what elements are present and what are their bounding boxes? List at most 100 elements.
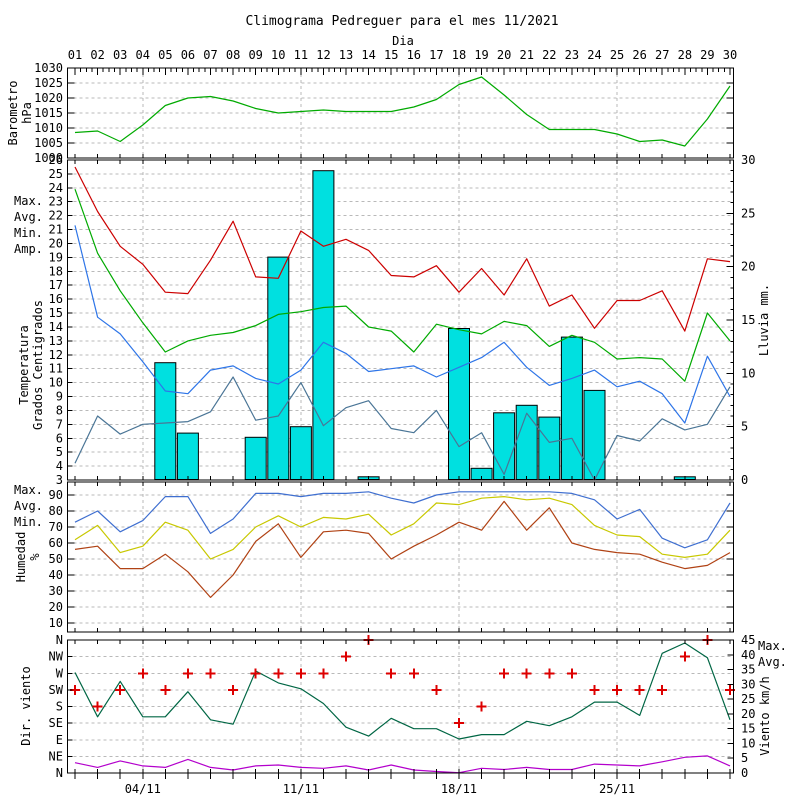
temperature-tick-label: 4 (56, 459, 63, 473)
humidity-tick-label: 90 (49, 488, 63, 502)
humidity-legend-min: Min. (14, 515, 43, 529)
rain-tick-label: 30 (741, 153, 755, 167)
wind-legend-max: Max. (758, 639, 787, 653)
wind-direction-marker (205, 668, 216, 679)
wind-speed-axis-label: Viento km/h (758, 676, 772, 755)
chart-title: Climograma Pedreguer para el mes 11/2021 (245, 14, 558, 29)
wind-direction-marker (589, 684, 600, 695)
temperature-tick-label: 5 (56, 445, 63, 459)
wind-direction-marker (544, 668, 555, 679)
day-label: 08 (226, 48, 240, 62)
day-label: 27 (655, 48, 669, 62)
day-label: 29 (700, 48, 714, 62)
date-label: 25/11 (599, 782, 635, 796)
wind-direction-tick-label: NW (49, 650, 64, 664)
barometer-tick-label: 1015 (34, 106, 63, 120)
temperature-tick-label: 11 (49, 362, 63, 376)
humidity-tick-label: 50 (49, 552, 63, 566)
rain-bar (560, 336, 583, 480)
rain-tick-label: 25 (741, 206, 755, 220)
rain-bar (244, 436, 267, 480)
wind-speed-tick-label: 40 (741, 648, 755, 662)
day-label: 12 (316, 48, 330, 62)
wind-direction-tick-label: E (56, 733, 63, 747)
panel-border-hum (67, 481, 734, 633)
day-label: 25 (610, 48, 624, 62)
humidity-legend-avg: Avg. (14, 499, 43, 513)
x-axis-title: Dia (392, 34, 414, 48)
day-label: 04 (136, 48, 150, 62)
humidity-axis-label-line1: Humedad (14, 532, 28, 583)
rain-bar (493, 412, 516, 480)
rain-bar (176, 432, 199, 481)
wind-direction-marker (679, 651, 690, 662)
temperature-tick-label: 14 (49, 320, 63, 334)
day-label: 26 (632, 48, 646, 62)
rain-tick-label: 20 (741, 260, 755, 274)
wind-direction-tick-label: N (56, 633, 63, 647)
wind-direction-axis-label: Dir. viento (19, 666, 33, 745)
wind-speed-tick-label: 10 (741, 736, 755, 750)
humidity-tick-label: 80 (49, 504, 63, 518)
wind-direction-marker (476, 701, 487, 712)
temp-amp-line (74, 376, 731, 481)
temp-min-line (74, 225, 731, 424)
temperature-tick-label: 17 (49, 278, 63, 292)
wind-speed-tick-label: 15 (741, 722, 755, 736)
humidity-min-line (74, 500, 731, 599)
temperature-tick-label: 7 (56, 417, 63, 431)
humidity-tick-label: 20 (49, 600, 63, 614)
wind-direction-marker (250, 668, 261, 679)
barometer-tick-label: 1010 (34, 121, 63, 135)
barometer-tick-label: 1020 (34, 91, 63, 105)
humidity-max-line (74, 491, 731, 549)
wind-direction-marker (634, 684, 645, 695)
wind-direction-tick-label: SE (49, 716, 63, 730)
barometer-tick-label: 1005 (34, 136, 63, 150)
wind-direction-marker (137, 668, 148, 679)
rain-tick-label: 10 (741, 366, 755, 380)
humidity-legend-max: Max. (14, 483, 43, 497)
day-label: 30 (723, 48, 737, 62)
day-label: 03 (113, 48, 127, 62)
day-label: 11 (294, 48, 308, 62)
rain-axis-label: Lluvia mm. (757, 284, 771, 356)
temp-avg-line (74, 189, 731, 382)
wind-direction-marker (386, 668, 397, 679)
day-label: 10 (271, 48, 285, 62)
temperature-tick-label: 21 (49, 223, 63, 237)
wind-speed-tick-label: 25 (741, 692, 755, 706)
day-label: 15 (384, 48, 398, 62)
rain-tick-label: 0 (741, 473, 748, 487)
barometer-tick-label: 1000 (34, 151, 63, 165)
wind-direction-marker (182, 668, 193, 679)
temp-legend-amp: Amp. (14, 242, 43, 256)
day-label: 22 (542, 48, 556, 62)
wind-direction-marker (657, 684, 668, 695)
wind-direction-marker (115, 684, 126, 695)
wind-speed-tick-label: 45 (741, 633, 755, 647)
humidity-tick-label: 70 (49, 520, 63, 534)
wind-direction-marker (566, 668, 577, 679)
rain-bar (515, 404, 538, 480)
day-label: 19 (474, 48, 488, 62)
date-label: 18/11 (441, 782, 477, 796)
wind-direction-marker (160, 684, 171, 695)
wind-direction-marker (92, 701, 103, 712)
wind-direction-marker (453, 718, 464, 729)
rain-bar (289, 426, 312, 481)
humidity-tick-label: 10 (49, 616, 63, 630)
temperature-tick-label: 9 (56, 390, 63, 404)
temp-legend-avg: Avg. (14, 210, 43, 224)
wind-direction-tick-label: S (56, 700, 63, 714)
day-label: 06 (181, 48, 195, 62)
wind-direction-marker (521, 668, 532, 679)
wind-direction-marker (408, 668, 419, 679)
wind-direction-marker (499, 668, 510, 679)
temp-legend-min: Min. (14, 226, 43, 240)
day-label: 09 (248, 48, 262, 62)
temp-max-line (74, 166, 731, 332)
wind-direction-tick-label: SW (49, 683, 64, 697)
